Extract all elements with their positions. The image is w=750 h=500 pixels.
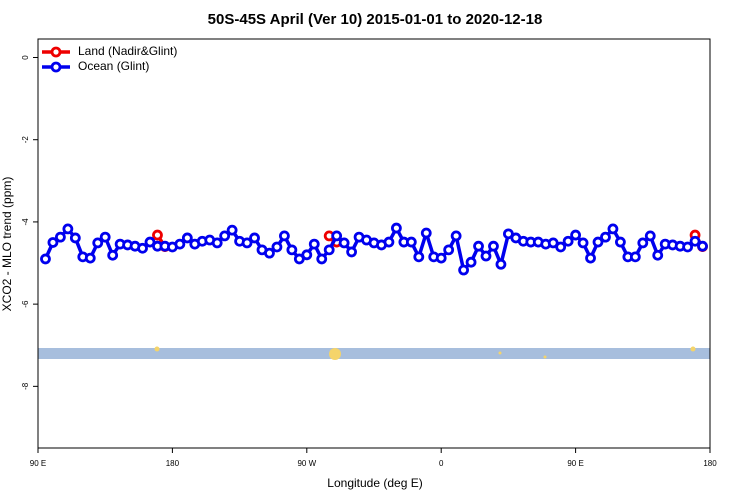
point — [644, 230, 656, 242]
x-tick-label: 90 E — [567, 459, 583, 468]
legend-label: Ocean (Glint) — [78, 59, 149, 73]
point — [577, 237, 589, 249]
point — [301, 249, 313, 261]
point — [249, 232, 260, 244]
point — [570, 229, 581, 241]
point — [689, 235, 701, 247]
point — [555, 241, 567, 253]
x-tick-label: 90 W — [297, 459, 316, 468]
point — [308, 238, 320, 250]
point — [473, 240, 484, 252]
point — [435, 252, 447, 264]
point — [443, 244, 455, 256]
point — [488, 240, 499, 252]
point — [562, 235, 574, 247]
point — [615, 236, 626, 248]
surface-dot — [498, 351, 502, 355]
y-axis-label: XCO2 - MLO trend (ppm) — [0, 177, 14, 312]
y-tick-label: -6 — [21, 300, 30, 308]
point — [271, 241, 283, 253]
surface-dot — [543, 355, 547, 359]
legend-label: Land (Nadir&Glint) — [78, 44, 177, 58]
point — [226, 224, 238, 236]
point — [450, 230, 462, 242]
point — [107, 249, 119, 261]
point — [338, 237, 350, 249]
surface-dot — [690, 346, 696, 352]
x-tick-label: 180 — [703, 459, 717, 468]
point — [629, 251, 641, 263]
point — [592, 236, 604, 248]
chart-title: 50S-45S April (Ver 10) 2015-01-01 to 202… — [208, 11, 543, 28]
y-tick-label: -8 — [21, 382, 30, 390]
point — [682, 241, 693, 253]
point — [55, 231, 66, 243]
y-tick-label: -2 — [21, 136, 30, 144]
point — [585, 252, 596, 264]
x-tick-label: 0 — [439, 459, 444, 468]
point — [84, 252, 96, 264]
point — [174, 238, 186, 250]
point — [346, 246, 358, 258]
point — [465, 256, 477, 268]
surface-band — [38, 348, 710, 359]
point — [323, 244, 335, 256]
point — [495, 258, 507, 270]
y-tick-label: 0 — [21, 55, 30, 60]
x-axis-label: Longitude (deg E) — [327, 476, 422, 490]
surface-dot — [329, 348, 341, 360]
point — [697, 240, 708, 252]
x-tick-label: 90 E — [30, 459, 46, 468]
point — [458, 264, 470, 276]
point — [241, 237, 253, 249]
point — [390, 222, 402, 234]
point — [413, 251, 425, 263]
point — [181, 232, 193, 244]
point — [480, 250, 492, 262]
legend-marker — [50, 61, 62, 73]
point — [40, 253, 51, 265]
point — [637, 237, 649, 249]
point — [652, 249, 664, 261]
point — [316, 253, 328, 265]
legend-marker — [50, 46, 62, 58]
point — [99, 231, 111, 243]
point — [211, 237, 223, 249]
point — [405, 236, 417, 248]
point — [286, 244, 298, 256]
point — [47, 237, 59, 248]
point — [278, 230, 290, 242]
point — [219, 230, 231, 242]
x-tick-label: 180 — [166, 459, 180, 468]
y-tick-label: -4 — [21, 218, 30, 226]
point — [420, 227, 432, 239]
point — [137, 242, 148, 254]
point — [92, 237, 104, 249]
point — [383, 236, 395, 248]
point — [62, 223, 74, 235]
surface-dot — [154, 346, 160, 352]
point — [264, 247, 275, 259]
point — [331, 230, 343, 242]
point — [152, 229, 163, 241]
point — [607, 223, 619, 235]
plot-frame — [37, 38, 711, 449]
point — [69, 232, 81, 244]
point — [600, 231, 611, 243]
